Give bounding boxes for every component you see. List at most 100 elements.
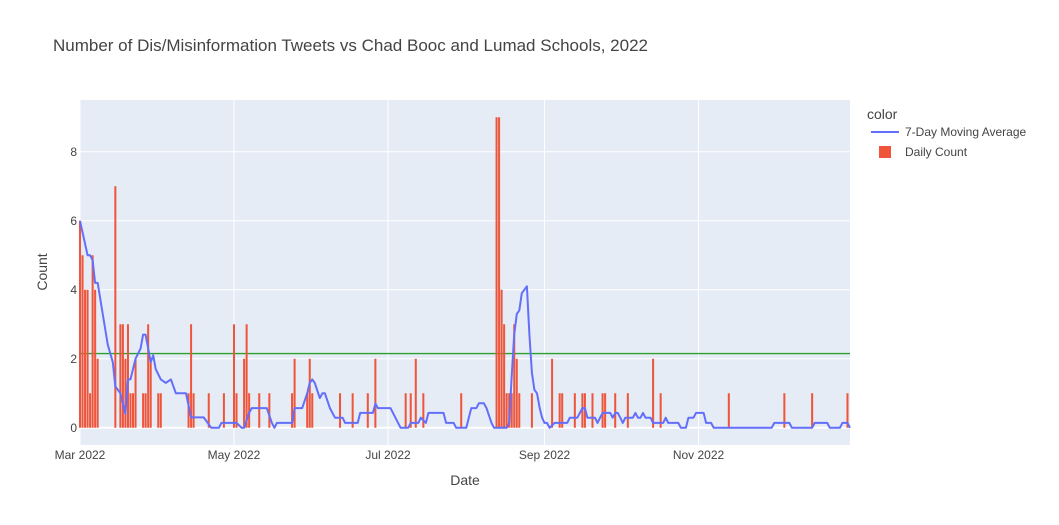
daily-count-bar bbox=[306, 393, 309, 428]
daily-count-bar bbox=[157, 393, 160, 428]
daily-count-bar bbox=[86, 289, 89, 428]
daily-count-bar bbox=[149, 358, 152, 428]
daily-count-bar bbox=[96, 358, 99, 428]
daily-count-bar bbox=[591, 393, 594, 428]
daily-count-bar bbox=[268, 393, 271, 428]
daily-count-bar bbox=[121, 324, 124, 428]
daily-count-bar bbox=[291, 393, 294, 428]
daily-count-bar bbox=[518, 393, 521, 428]
daily-count-bar bbox=[187, 393, 190, 428]
daily-count-bar bbox=[245, 324, 248, 428]
x-tick-label: Jul 2022 bbox=[365, 448, 411, 462]
daily-count-bar bbox=[614, 393, 617, 428]
daily-count-bar bbox=[495, 117, 498, 428]
daily-count-bar bbox=[114, 186, 117, 428]
daily-count-bar bbox=[530, 393, 533, 428]
daily-count-bar bbox=[258, 393, 261, 428]
daily-count-bar bbox=[248, 393, 251, 428]
y-tick-label: 8 bbox=[70, 145, 77, 159]
daily-count-bar bbox=[460, 393, 463, 428]
daily-count-bar bbox=[144, 393, 147, 428]
daily-count-bar bbox=[659, 393, 662, 428]
daily-count-bar bbox=[846, 393, 849, 428]
daily-count-bar bbox=[505, 393, 508, 428]
x-tick-label: May 2022 bbox=[208, 448, 261, 462]
daily-count-bar bbox=[513, 324, 516, 428]
y-tick-label: 2 bbox=[70, 352, 77, 366]
daily-count-bar bbox=[222, 393, 225, 428]
daily-count-bar bbox=[129, 393, 132, 428]
daily-count-bar bbox=[404, 393, 407, 428]
daily-count-bar bbox=[515, 358, 518, 428]
daily-count-bar bbox=[89, 393, 92, 428]
daily-count-bar bbox=[374, 358, 377, 428]
y-axis-title: Count bbox=[34, 253, 50, 290]
daily-count-bar bbox=[783, 393, 786, 428]
daily-count-bar bbox=[243, 358, 246, 428]
legend-item-daily-count[interactable]: Daily Count bbox=[879, 145, 968, 159]
daily-count-bar bbox=[727, 393, 730, 428]
daily-count-bar bbox=[207, 393, 210, 428]
daily-count-bar bbox=[84, 289, 87, 428]
daily-count-bar bbox=[581, 393, 584, 428]
daily-count-bar bbox=[190, 324, 193, 428]
y-tick-label: 6 bbox=[70, 214, 77, 228]
daily-count-bar bbox=[192, 393, 195, 428]
x-tick-label: Mar 2022 bbox=[55, 448, 106, 462]
daily-count-bar bbox=[293, 358, 296, 428]
daily-count-bar bbox=[626, 393, 629, 428]
daily-count-bar bbox=[159, 393, 162, 428]
daily-count-bar bbox=[422, 393, 425, 428]
x-tick-label: Sep 2022 bbox=[519, 448, 571, 462]
moving-average-series-line bbox=[79, 220, 851, 429]
y-tick-label: 4 bbox=[70, 283, 77, 297]
daily-count-bar bbox=[94, 289, 97, 428]
daily-count-bar bbox=[339, 393, 342, 428]
chart-title: Number of Dis/Misinformation Tweets vs C… bbox=[53, 36, 648, 55]
daily-count-bar bbox=[311, 393, 314, 428]
daily-count-bar bbox=[604, 393, 607, 428]
daily-count-bar bbox=[232, 324, 236, 428]
plot-area bbox=[80, 100, 850, 445]
daily-count-bar bbox=[119, 324, 122, 428]
daily-count-bar bbox=[81, 255, 84, 428]
daily-count-bar bbox=[134, 358, 137, 428]
daily-count-bar bbox=[366, 393, 369, 428]
daily-count-bar bbox=[498, 117, 501, 428]
legend-title: color bbox=[867, 106, 898, 122]
daily-count-bar bbox=[573, 393, 576, 428]
legend-label-daily-count: Daily Count bbox=[905, 145, 968, 159]
daily-count-bar bbox=[142, 393, 145, 428]
daily-count-bar bbox=[811, 393, 814, 428]
daily-count-bar bbox=[601, 393, 604, 428]
daily-count-bar bbox=[503, 324, 506, 428]
legend-item-moving-average[interactable]: 7-Day Moving Average bbox=[871, 125, 1027, 139]
daily-count-bar bbox=[510, 393, 513, 428]
legend-bar-swatch bbox=[879, 146, 891, 158]
legend: color 7-Day Moving Average Daily Count bbox=[867, 106, 1027, 159]
daily-count-bar bbox=[652, 358, 655, 428]
daily-count-bar bbox=[551, 358, 554, 428]
daily-count-bar bbox=[308, 358, 311, 428]
daily-count-bar bbox=[414, 358, 417, 428]
moving-average-line bbox=[79, 220, 851, 429]
daily-count-bar bbox=[561, 393, 564, 428]
x-tick-label: Nov 2022 bbox=[673, 448, 725, 462]
daily-count-bar bbox=[351, 393, 354, 428]
daily-count-bar bbox=[500, 289, 503, 428]
daily-count-bar bbox=[409, 393, 412, 428]
y-tick-label: 0 bbox=[70, 421, 77, 435]
daily-count-bar bbox=[78, 220, 82, 428]
x-axis-ticks: Mar 2022 May 2022 Jul 2022 Sep 2022 Nov 2022 bbox=[55, 448, 725, 462]
x-axis-title: Date bbox=[450, 472, 480, 488]
daily-count-bar bbox=[235, 393, 238, 428]
daily-count-bar bbox=[91, 255, 94, 428]
daily-count-bar bbox=[126, 324, 129, 428]
daily-count-bar bbox=[124, 358, 127, 428]
daily-count-bar bbox=[147, 324, 150, 428]
daily-count-bar bbox=[558, 393, 561, 428]
daily-count-bar bbox=[132, 393, 135, 428]
y-axis-ticks: 0 2 4 6 8 bbox=[70, 145, 77, 435]
daily-count-bars bbox=[78, 117, 849, 428]
